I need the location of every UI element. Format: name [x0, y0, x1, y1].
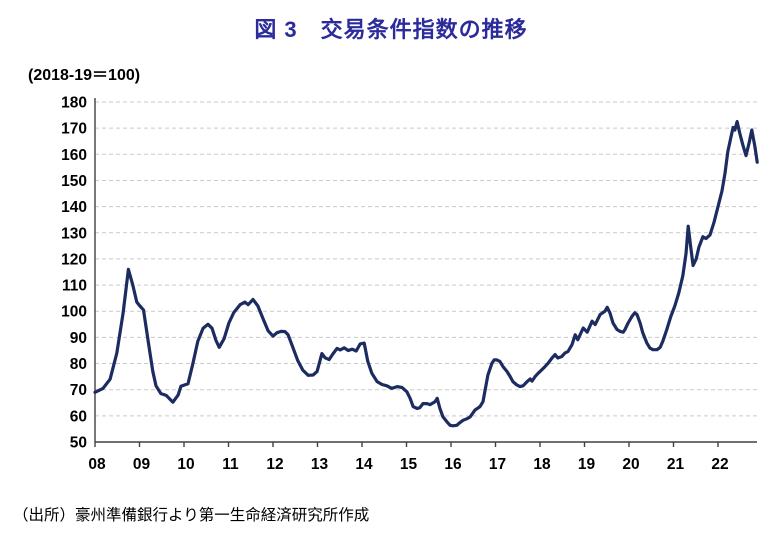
- y-tick-label: 90: [70, 330, 87, 347]
- x-tick-label: 19: [578, 456, 596, 473]
- y-tick-label: 120: [61, 251, 87, 268]
- x-tick-label: 15: [400, 456, 418, 473]
- x-tick-label: 10: [177, 456, 194, 473]
- y-tick-label: 150: [61, 173, 87, 190]
- y-tick-label: 80: [70, 356, 87, 373]
- x-tick-label: 12: [266, 456, 283, 473]
- terms-of-trade-line: [93, 119, 759, 428]
- x-tick-label: 11: [222, 456, 239, 473]
- y-tick-label: 50: [70, 435, 87, 452]
- y-tick-label: 70: [70, 382, 87, 399]
- x-tick-label: 21: [667, 456, 685, 473]
- y-tick-label: 130: [61, 225, 87, 242]
- x-tick-label: 18: [533, 456, 551, 473]
- y-tick-label: 100: [61, 304, 87, 321]
- x-tick-label: 22: [711, 456, 728, 473]
- source-note: （出所）豪州準備銀行より第一生命経済研究所作成: [13, 507, 370, 524]
- x-tick-label: 14: [355, 456, 373, 473]
- x-tick-label: 09: [133, 456, 151, 473]
- axis-unit-label: (2018-19＝100): [28, 67, 141, 84]
- x-tick-label: 08: [88, 456, 106, 473]
- y-tick-label: 60: [70, 408, 87, 425]
- y-tick-label: 160: [61, 147, 87, 164]
- x-tick-label: 17: [489, 456, 506, 473]
- x-tick-label: 16: [444, 456, 462, 473]
- y-tick-label: 140: [61, 199, 87, 216]
- x-tick-label: 13: [311, 456, 329, 473]
- y-tick-label: 110: [62, 278, 87, 295]
- y-tick-label: 170: [61, 121, 87, 138]
- y-tick-label: 180: [61, 95, 87, 112]
- chart-title: 図 3 交易条件指数の推移: [254, 17, 528, 42]
- x-tick-label: 20: [622, 456, 639, 473]
